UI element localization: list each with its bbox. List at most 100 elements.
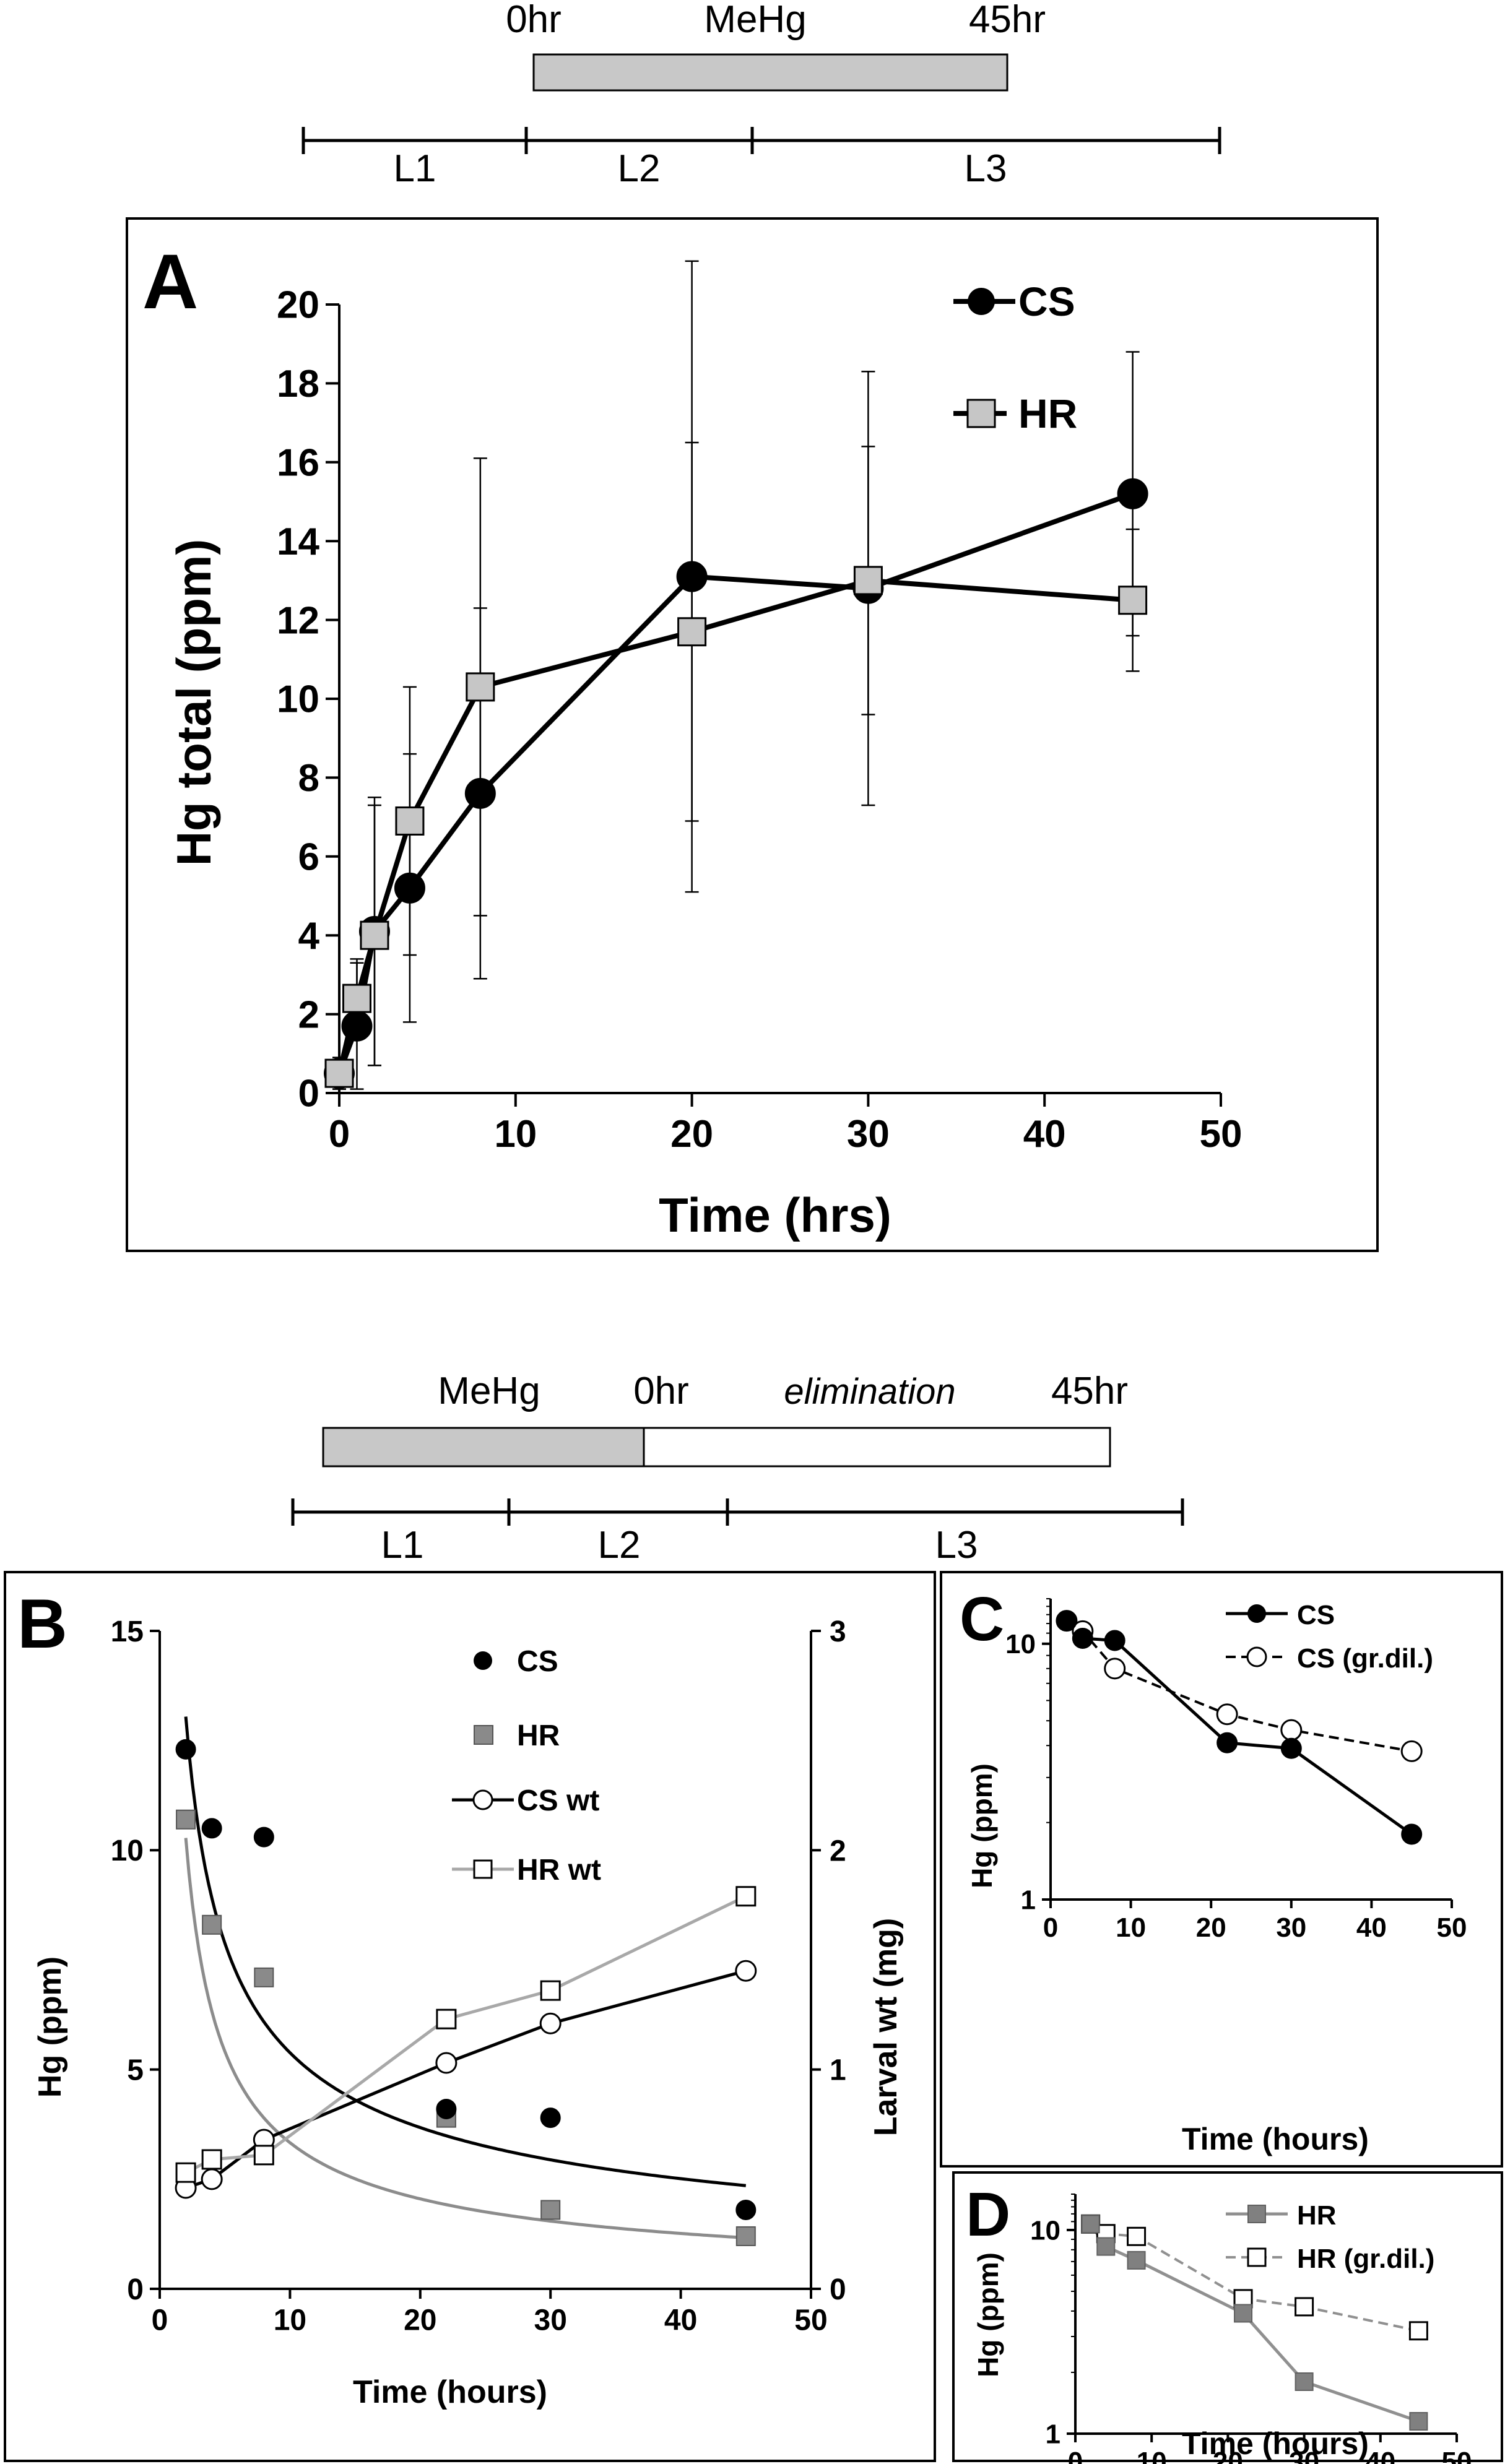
x-tick-label: 20 — [404, 2304, 436, 2336]
legend-hr-marker — [966, 399, 996, 428]
data-point-hr — [540, 2200, 561, 2220]
data-point-cs — [464, 777, 496, 809]
y-tick-label: 4 — [298, 915, 320, 958]
legend-cs-wt-marker — [472, 1789, 493, 1810]
timeline-bottom: MeHg 0hr elimination 45hr L1 L2 L3 — [291, 1370, 1184, 1567]
data-point-hr-wt — [201, 2149, 222, 2170]
x-tick-label: 0 — [329, 1113, 350, 1156]
data-point-hr — [853, 566, 883, 595]
y-tick-label: 10 — [1005, 1629, 1036, 1659]
data-point-cs-wt — [435, 2052, 458, 2074]
panel-a-letter: A — [142, 239, 198, 325]
legend-cs-dil-marker — [1246, 1646, 1267, 1667]
data-point-cs — [201, 1818, 222, 1839]
data-point-hr — [677, 617, 707, 647]
x-tick-label: 10 — [1137, 2447, 1167, 2464]
x-tick-label: 0 — [1043, 1913, 1058, 1943]
panel-d-y-label: Hg (ppm) — [972, 2252, 1004, 2377]
x-tick-label: 30 — [847, 1113, 890, 1156]
panel-c-y-label: Hg (ppm) — [966, 1763, 998, 1888]
y-tick-label: 10 — [1030, 2215, 1060, 2246]
panel-a-frame — [126, 217, 1379, 1252]
legend-hr-wt-marker — [473, 1859, 493, 1879]
data-point-cs — [540, 2107, 561, 2129]
data-point-cs — [341, 1010, 373, 1042]
x-tick-label: 40 — [1365, 2447, 1395, 2464]
legend-cs-dil-label: CS (gr.dil.) — [1297, 1643, 1433, 1674]
timeline-bottom-phase-label: elimination — [784, 1372, 955, 1412]
data-point-hr-wt — [253, 2145, 274, 2166]
y-tick-label: 1 — [1021, 1885, 1036, 1915]
y-tick-label: 10 — [277, 678, 319, 721]
panel-b-y-label: Hg (ppm) — [32, 1956, 68, 2098]
data-point-hr — [202, 1914, 222, 1935]
data-point-cs — [436, 2098, 457, 2119]
data-point-hr-wt — [175, 2162, 196, 2183]
data-point-hr — [342, 983, 371, 1013]
data-point-hr — [466, 672, 495, 702]
data-point-cs — [735, 2199, 757, 2220]
x-tick-label: 40 — [1356, 1913, 1387, 1943]
x-tick-label: 20 — [1213, 2447, 1243, 2464]
legend-hr-wt-label: HR wt — [517, 1854, 601, 1887]
y2-tick-label: 1 — [830, 2054, 846, 2087]
timeline-top-end-label: 45hr — [969, 0, 1046, 41]
legend-hr-label: HR — [517, 1719, 560, 1752]
panel-a-plot: 0 10 20 30 40 50 0 2 4 6 8 10 12 14 16 18 20 — [277, 260, 1242, 1156]
x-tick-label: 10 — [494, 1113, 537, 1156]
legend-hr-label: HR — [1297, 2200, 1337, 2231]
data-point-measured — [1234, 2304, 1253, 2323]
treatment-bar — [532, 53, 1008, 92]
data-point-hr — [395, 806, 425, 836]
stage-label-l3: L3 — [935, 1524, 978, 1567]
panel-d: D 0 10 20 30 40 50 1 10 Time (hours) Hg (ppm) H… — [952, 2171, 1503, 2464]
data-point-cs — [394, 872, 425, 904]
y-tick-label: 20 — [277, 284, 319, 327]
y-tick-label: 18 — [277, 363, 319, 405]
elimination-bar — [643, 1427, 1111, 1468]
x-tick-label: 20 — [1196, 1913, 1226, 1943]
y-tick-label: 16 — [277, 442, 319, 485]
data-point-cs — [676, 561, 708, 592]
y2-tick-label: 2 — [830, 1835, 846, 1867]
panel-c: C 0 10 20 30 40 50 1 10 Time (hours) Hg (ppm) C… — [940, 1571, 1503, 2168]
legend-cs-marker — [1247, 1604, 1266, 1623]
panel-a-y-label: Hg total (ppm) — [167, 539, 221, 867]
data-point-measured — [1072, 1628, 1093, 1649]
data-point-measured — [1409, 2412, 1428, 2431]
panel-c-frame — [940, 1571, 1503, 2168]
x-tick-label: 10 — [274, 2304, 306, 2336]
panel-b-x-label: Time (hours) — [353, 2374, 547, 2410]
data-point-hr — [1118, 586, 1148, 615]
data-point-cs — [1117, 478, 1148, 509]
data-point-cs-wt — [735, 1960, 757, 1982]
data-point-measured — [1280, 1737, 1302, 1759]
stage-label-l2: L2 — [618, 147, 661, 190]
series-line-cs — [337, 491, 1134, 1074]
data-point-cs-wt — [201, 2168, 223, 2190]
data-point-dilution — [1408, 2321, 1428, 2341]
y2-tick-label: 0 — [830, 2273, 846, 2306]
panel-b-letter: B — [17, 1585, 67, 1662]
panel-d-x-label: Time (hours) — [1182, 2426, 1369, 2461]
data-point-hr-wt — [540, 1980, 561, 2001]
panel-a-x-label: Time (hrs) — [659, 1188, 891, 1242]
x-tick-label: 50 — [1442, 2447, 1472, 2464]
data-point-hr — [324, 1058, 354, 1088]
stage-label-l1: L1 — [394, 147, 436, 190]
legend-cs-marker — [474, 1651, 492, 1670]
y-tick-label: 15 — [111, 1615, 144, 1648]
data-point-dilution — [1295, 2297, 1314, 2317]
data-point-measured — [1127, 2250, 1146, 2270]
y-tick-label: 12 — [277, 599, 319, 642]
legend-cs-wt-label: CS wt — [517, 1784, 599, 1817]
data-point-measured — [1217, 1732, 1238, 1753]
legend-hr-label: HR — [1018, 391, 1077, 436]
panel-c-letter: C — [960, 1584, 1004, 1654]
panel-c-x-label: Time (hours) — [1182, 2122, 1369, 2156]
data-point-measured — [1295, 2372, 1314, 2392]
y-tick-label: 6 — [298, 836, 319, 879]
